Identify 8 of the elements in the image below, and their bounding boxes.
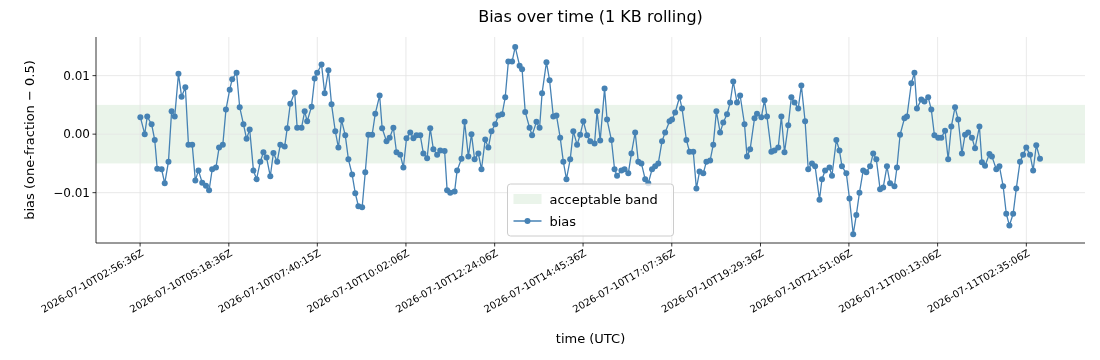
legend-label: acceptable band (549, 191, 658, 207)
y-axis-title: bias (one-fraction − 0.5) (22, 60, 37, 220)
y-tick-label: 0.00 (63, 127, 90, 142)
x-axis-title: time (UTC) (555, 331, 626, 346)
y-tick-label: −0.01 (53, 185, 90, 200)
y-tick-label: 0.01 (63, 68, 90, 83)
legend-label: bias (549, 213, 577, 229)
chart-title: Bias over time (1 KB rolling) (478, 7, 703, 26)
